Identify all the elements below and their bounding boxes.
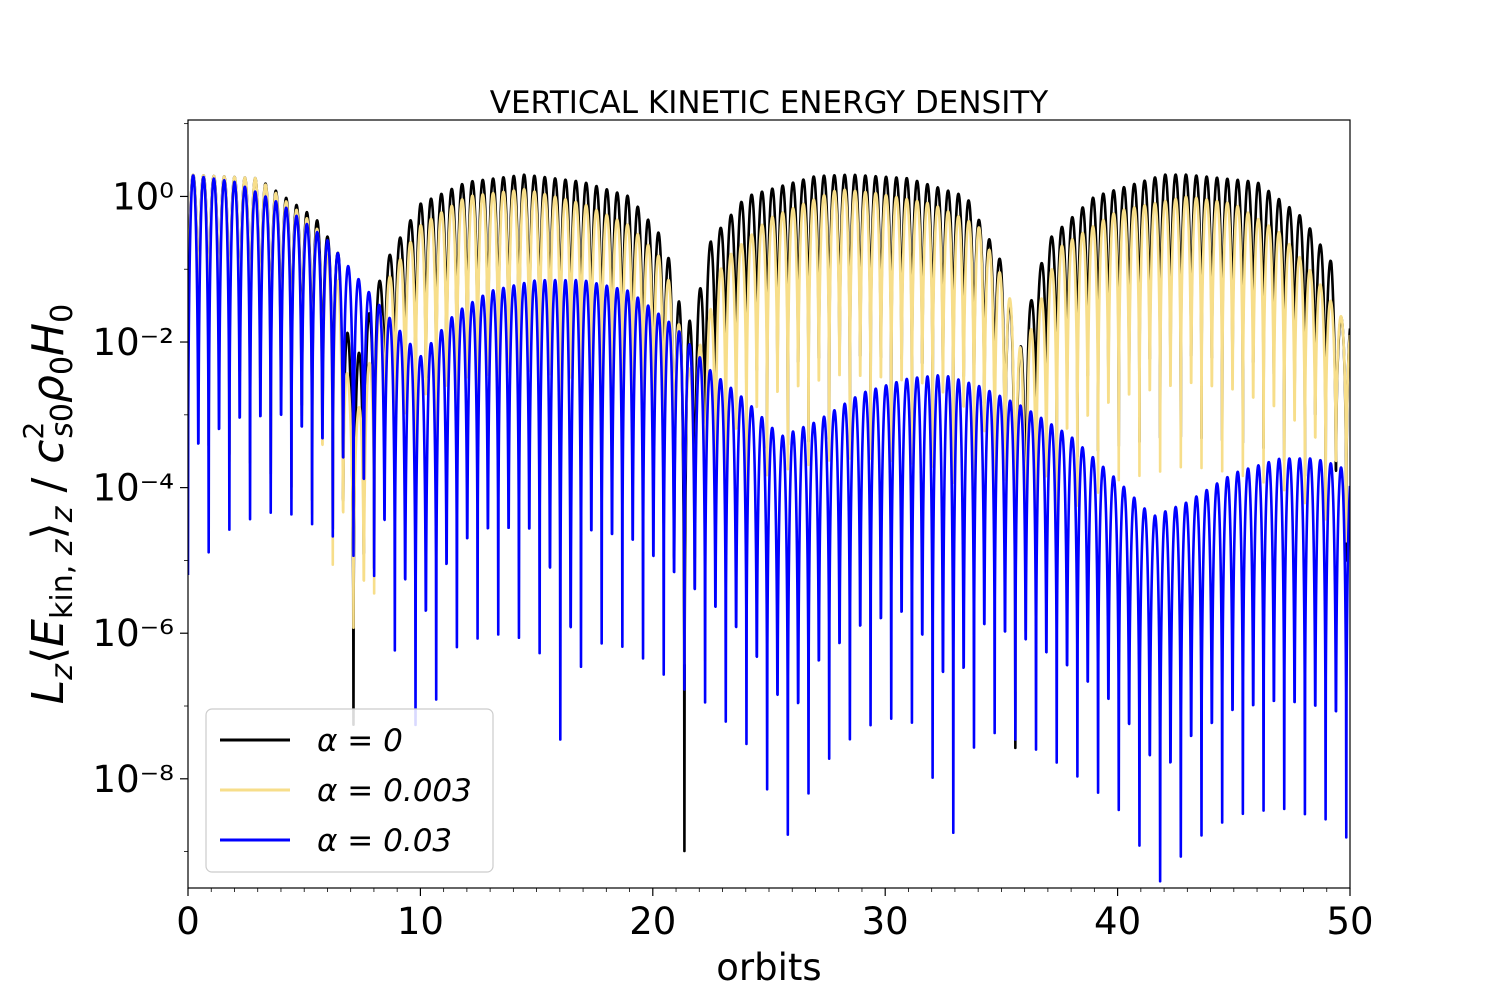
x-tick-label: 10 [397, 900, 444, 943]
series-layer [188, 173, 1350, 883]
series-line-alpha-003 [188, 174, 1350, 883]
legend-label-alpha-003: α = 0.03 [317, 823, 452, 859]
legend-label-alpha-0: α = 0 [317, 723, 403, 759]
y-tick-label: 10⁰ [112, 175, 174, 218]
y-tick-label: 10⁻⁴ [93, 467, 174, 510]
x-tick-label: 40 [1094, 900, 1141, 943]
legend: α = 0 α = 0.003 α = 0.03 [205, 708, 494, 873]
y-tick-label: 10⁻⁸ [93, 758, 174, 801]
legend-box [205, 708, 494, 873]
legend-label-alpha-0003: α = 0.003 [317, 773, 472, 809]
ticks-layer: 0 10 20 30 40 50 10⁰ 10⁻² 10⁻⁴ 10⁻⁶ 10⁻⁸ [93, 123, 1374, 943]
chart-title: VERTICAL KINETIC ENERGY DENSITY [490, 85, 1049, 121]
y-tick-label: 10⁻² [93, 321, 174, 364]
y-tick-label: 10⁻⁶ [93, 612, 174, 655]
x-axis-label: orbits [716, 946, 821, 989]
x-tick-label: 20 [629, 900, 676, 943]
x-tick-label: 50 [1326, 900, 1373, 943]
svg-text:Lz⟨Ekin, z⟩z / c2s0ρ0H0: Lz⟨Ekin, z⟩z / c2s0ρ0H0 [17, 304, 80, 705]
x-tick-label: 30 [862, 900, 909, 943]
x-tick-label: 0 [176, 900, 200, 943]
y-axis-label: Lz⟨Ekin, z⟩z / c2s0ρ0H0 [17, 304, 80, 705]
